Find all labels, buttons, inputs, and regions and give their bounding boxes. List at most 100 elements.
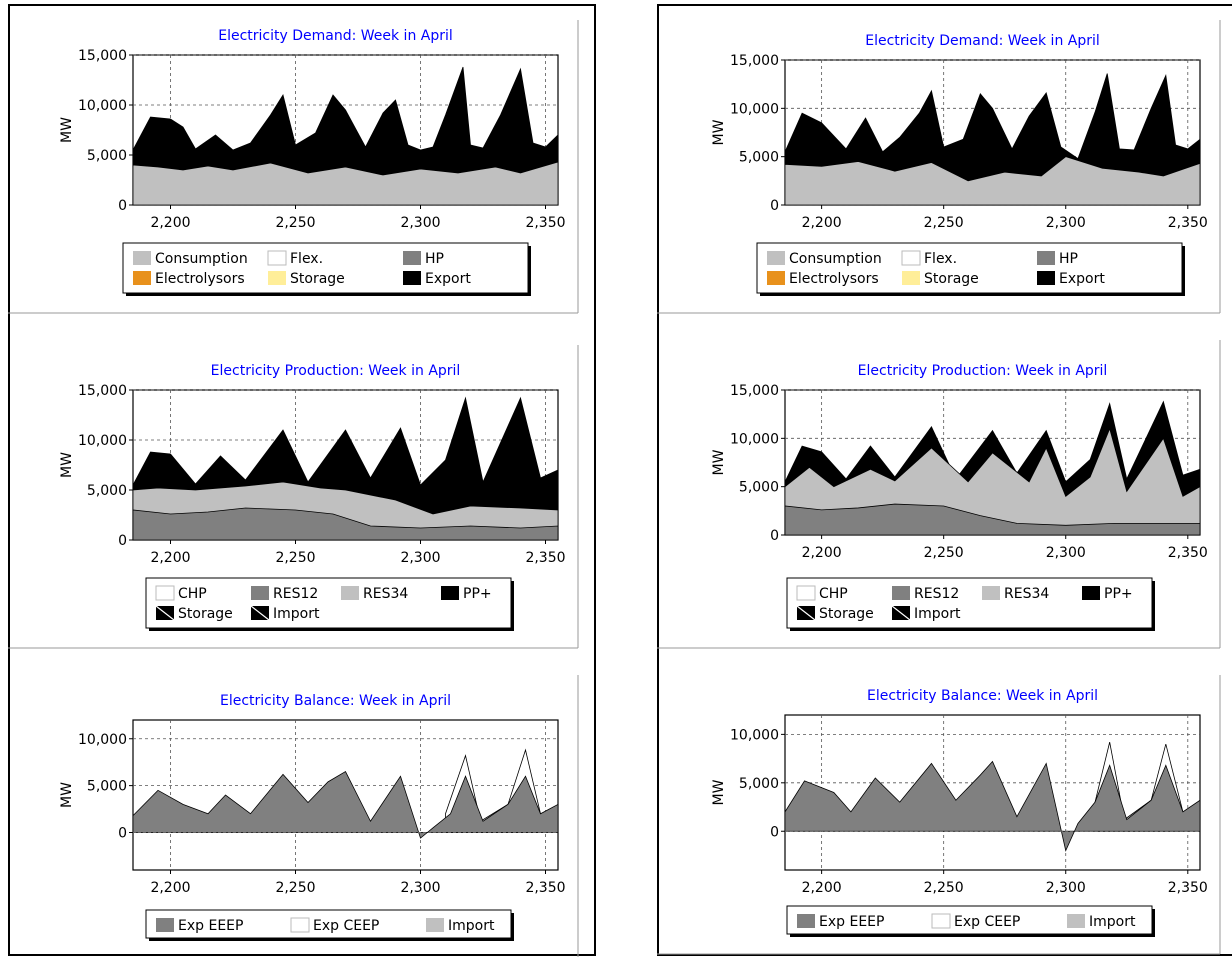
legend-label-consumption: Consumption	[155, 251, 248, 267]
chart-title: Electricity Production: Week in April	[858, 363, 1108, 379]
y-tick-label: 5,000	[739, 776, 779, 792]
y-tick-label: 15,000	[78, 383, 127, 399]
x-tick-label: 2,200	[150, 215, 190, 231]
legend-label-res34: RES34	[363, 586, 408, 602]
area-res12	[132, 507, 559, 541]
legend-swatch-res34	[982, 586, 1000, 600]
legend-label-res34: RES34	[1004, 586, 1049, 602]
x-tick-label: 2,300	[1046, 880, 1086, 896]
area-consumption	[132, 161, 559, 206]
x-tick-label: 2,300	[400, 550, 440, 566]
legend-swatch-import	[1067, 914, 1085, 928]
legend-swatch-consumption	[767, 251, 785, 265]
y-tick-label: 10,000	[78, 433, 127, 449]
legend-swatch-flex	[267, 250, 287, 266]
legend-hatch	[891, 605, 911, 621]
chart-R-balance: Electricity Balance: Week in April 0 5,000…	[657, 675, 1221, 955]
legend-label-import: Import	[448, 918, 495, 934]
x-tick-label: 2,200	[802, 880, 842, 896]
y-tick-label: 10,000	[730, 101, 779, 117]
legend-swatch-chp	[796, 585, 816, 601]
y-axis-label: MW	[711, 779, 727, 805]
y-tick-label: 15,000	[730, 53, 779, 69]
legend-label-exp-ceep: Exp CEEP	[954, 914, 1020, 930]
x-tick-label: 2,250	[924, 215, 964, 231]
chart-L-balance: Electricity Balance: Week in April 0 5,000…	[59, 675, 579, 957]
y-tick-label: 15,000	[730, 383, 779, 399]
y-axis-label: MW	[59, 452, 75, 478]
y-tick-label: 5,000	[87, 483, 127, 499]
area-consumption	[784, 156, 1201, 206]
legend-label-storage: Storage	[290, 271, 345, 287]
legend-label-import: Import	[273, 606, 320, 622]
legend-swatch-storage	[902, 271, 920, 285]
y-tick-label: 0	[118, 198, 127, 214]
y-tick-label: 10,000	[730, 431, 779, 447]
x-tick-label: 2,300	[1046, 545, 1086, 561]
legend-swatch-export	[1037, 271, 1055, 285]
legend-label-hp: HP	[1059, 251, 1078, 267]
legend-swatch-res12	[892, 586, 910, 600]
y-tick-label: 10,000	[78, 732, 127, 748]
legend-label-hp: HP	[425, 251, 444, 267]
legend-box	[786, 905, 1153, 935]
x-tick-label: 2,350	[525, 215, 565, 231]
chart-R-production: Electricity Production: Week in April 0 5,…	[657, 340, 1221, 649]
legend-label-pp: PP+	[463, 586, 492, 602]
y-tick-label: 0	[770, 198, 779, 214]
x-tick-label: 2,300	[400, 880, 440, 896]
legend-swatch-exp-ceep	[290, 917, 310, 933]
legend-label-flex: Flex.	[924, 251, 957, 267]
area-exp-eeep	[784, 760, 1201, 852]
y-tick-label: 0	[118, 826, 127, 842]
legend-label-res12: RES12	[914, 586, 959, 602]
x-tick-label: 2,250	[275, 880, 315, 896]
y-tick-label: 10,000	[730, 727, 779, 743]
legend-label-storage: Storage	[819, 606, 874, 622]
y-axis-label: MW	[711, 119, 727, 145]
legend-label-export: Export	[425, 271, 471, 287]
legend-hatch	[796, 605, 816, 621]
chart-title: Electricity Balance: Week in April	[867, 688, 1098, 704]
legend-swatch-res12	[251, 586, 269, 600]
x-tick-label: 2,250	[924, 880, 964, 896]
legend-swatch-exp-eeep	[797, 914, 815, 928]
legend-swatch-pp	[1082, 586, 1100, 600]
chart-L-production: Electricity Production: Week in April 0 5,…	[8, 345, 579, 649]
chart-title: Electricity Balance: Week in April	[220, 693, 451, 709]
y-tick-label: 5,000	[87, 779, 127, 795]
chart-L-demand: Electricity Demand: Week in April 0 5,000 1…	[8, 20, 579, 314]
legend-label-consumption: Consumption	[789, 251, 882, 267]
legend-swatch-exp-eeep	[156, 918, 174, 932]
y-tick-label: 10,000	[78, 98, 127, 114]
legend-label-electrolysors: Electrolysors	[155, 271, 245, 287]
area-exp-eeep	[132, 771, 559, 839]
legend-label-flex: Flex.	[290, 251, 323, 267]
y-tick-label: 5,000	[87, 148, 127, 164]
chart-R-demand: Electricity Demand: Week in April 0 5,000 1…	[657, 20, 1221, 314]
chart-title: Electricity Demand: Week in April	[218, 28, 453, 44]
x-tick-label: 2,350	[1168, 215, 1208, 231]
x-tick-label: 2,200	[150, 880, 190, 896]
legend-label-res12: RES12	[273, 586, 318, 602]
x-tick-label: 2,200	[150, 550, 190, 566]
legend-label-chp: CHP	[178, 586, 207, 602]
x-tick-label: 2,350	[1168, 545, 1208, 561]
legend-box	[145, 909, 512, 939]
area-res12	[784, 503, 1201, 536]
legend-swatch-flex	[901, 250, 921, 266]
legend-swatch-chp	[155, 585, 175, 601]
legend-box	[122, 242, 529, 294]
legend-label-storage: Storage	[924, 271, 979, 287]
x-tick-label: 2,250	[275, 550, 315, 566]
x-tick-label: 2,200	[802, 215, 842, 231]
x-tick-label: 2,300	[1046, 215, 1086, 231]
legend-hatch	[250, 605, 270, 621]
x-tick-label: 2,350	[525, 880, 565, 896]
x-tick-label: 2,250	[924, 545, 964, 561]
y-axis-label: MW	[711, 449, 727, 475]
y-tick-label: 0	[770, 528, 779, 544]
legend-label-chp: CHP	[819, 586, 848, 602]
y-tick-label: 15,000	[78, 48, 127, 64]
legend-swatch-exp-ceep	[931, 913, 951, 929]
